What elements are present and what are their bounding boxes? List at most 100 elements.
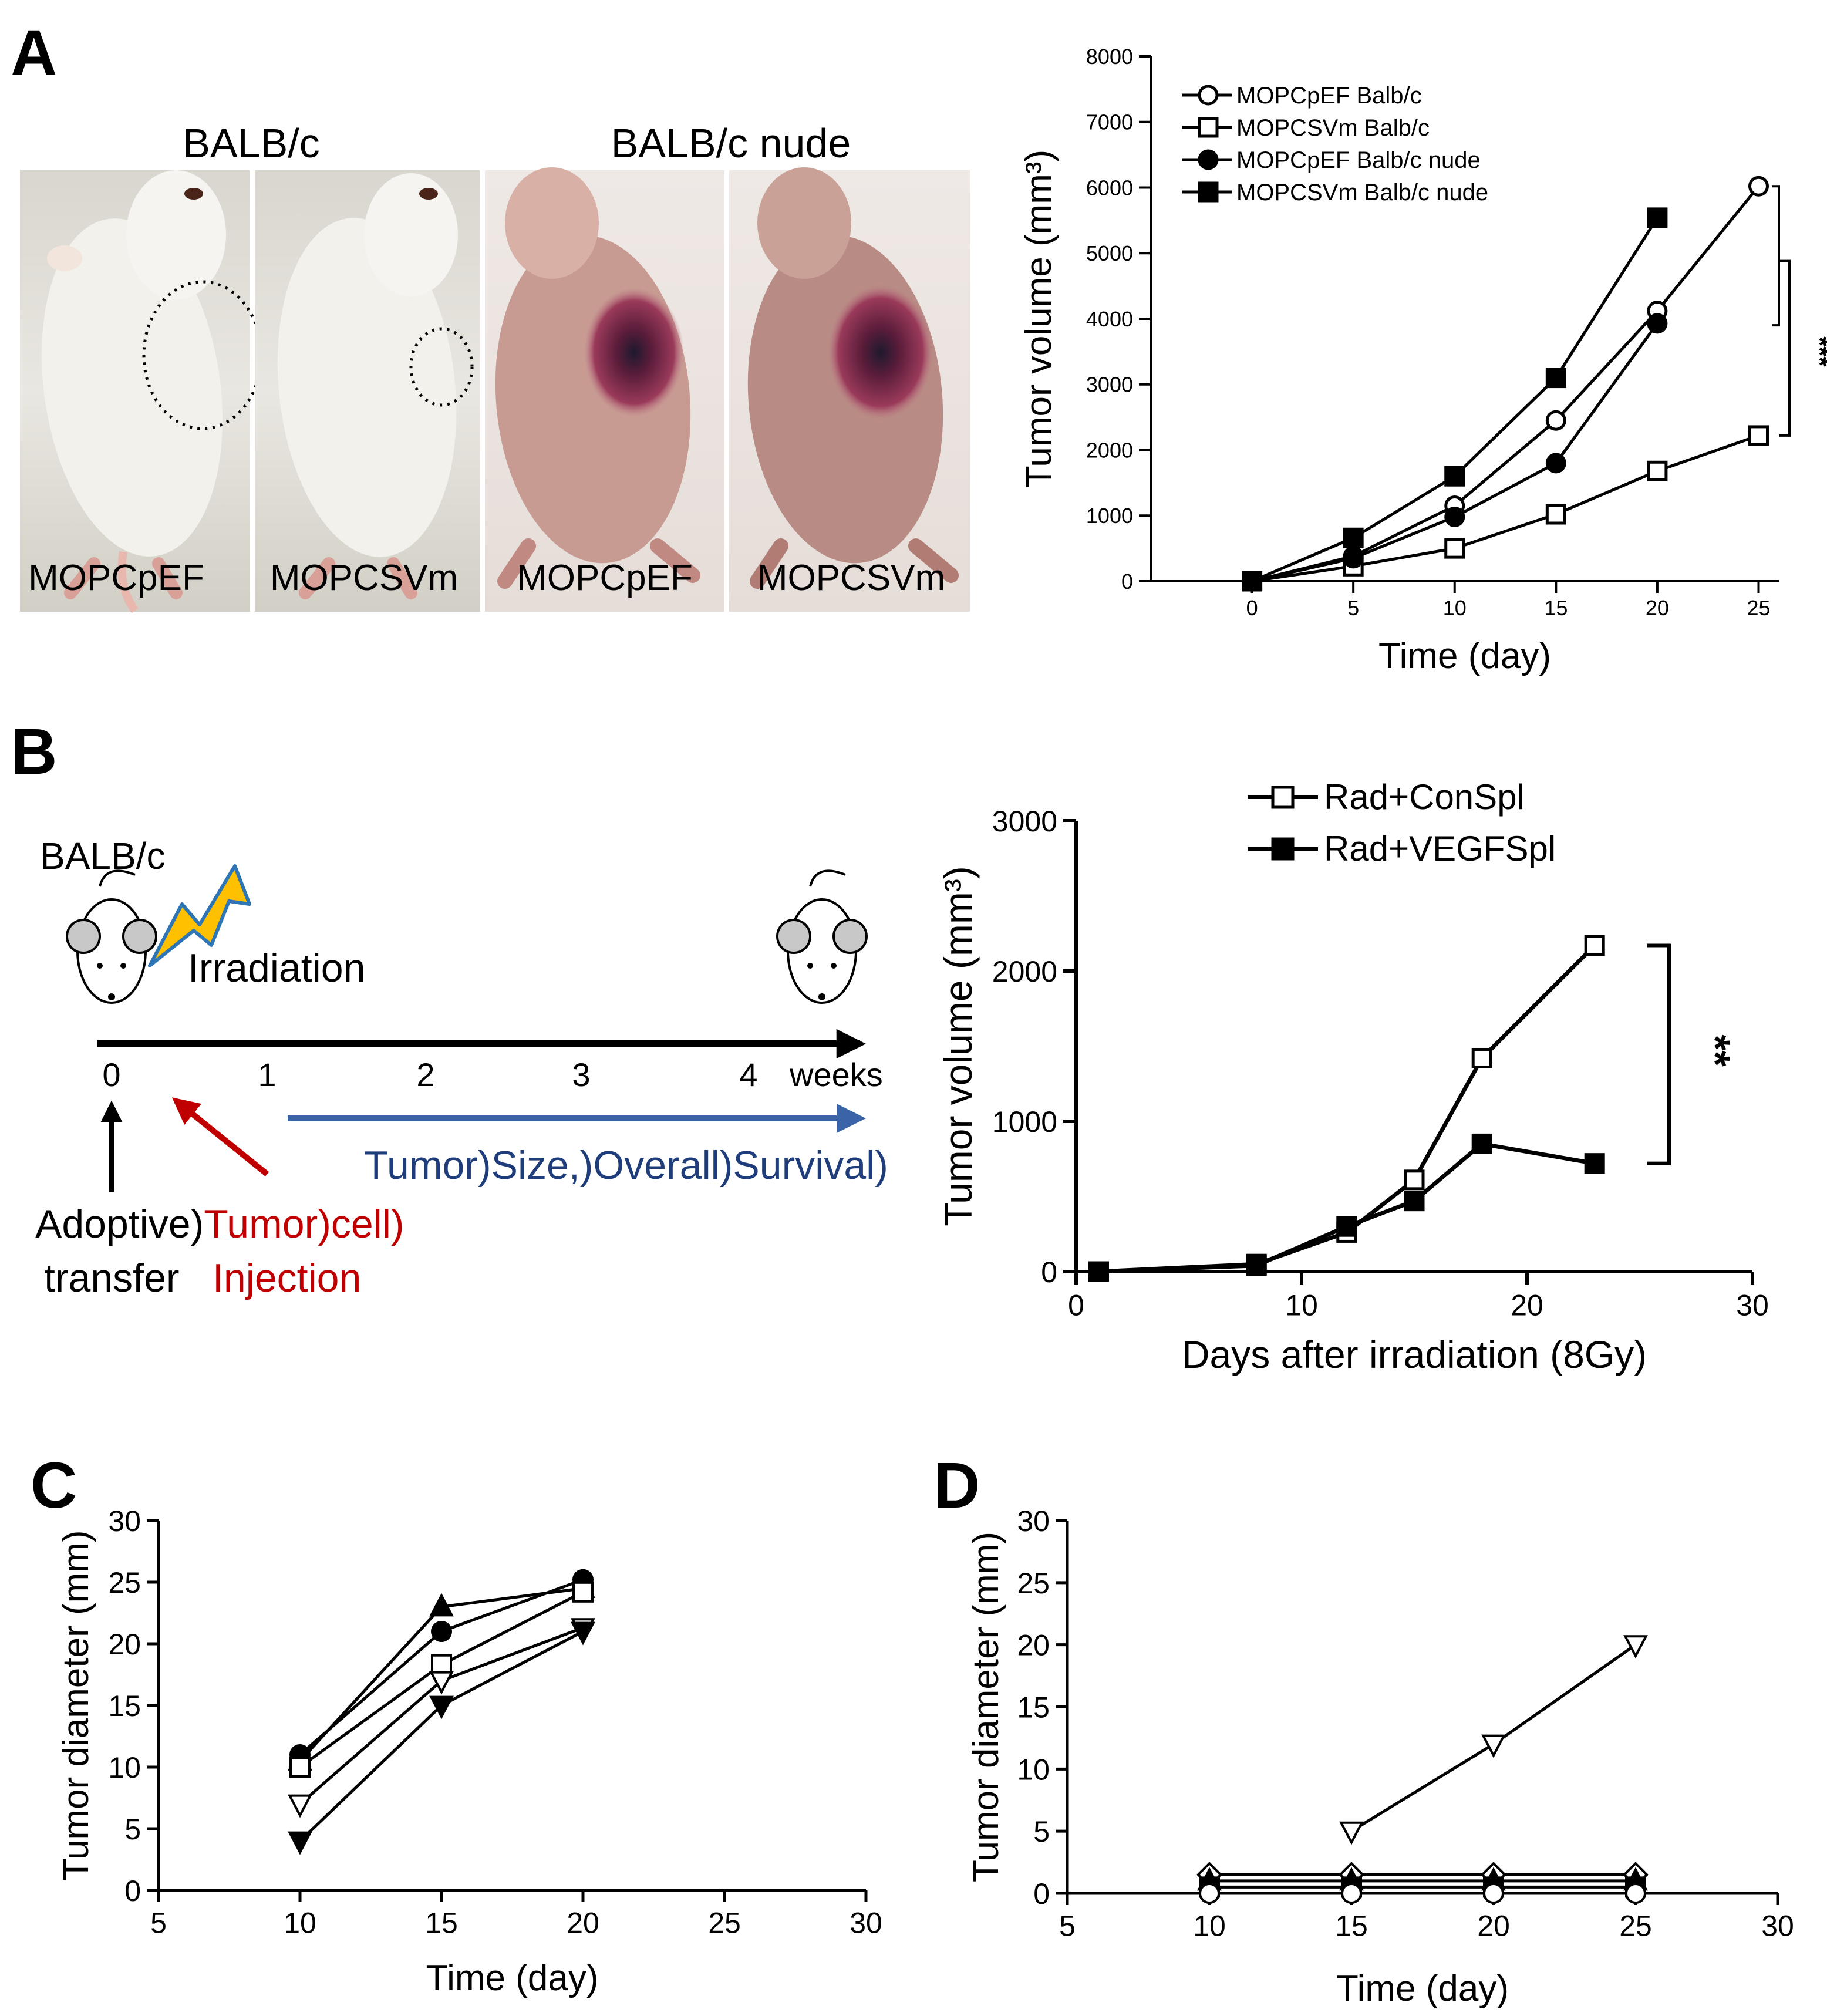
legend-label: Rad+ConSpl xyxy=(1324,777,1525,817)
data-point xyxy=(1584,935,1605,956)
series-5 xyxy=(1199,1883,1646,1904)
panel-label-d: D xyxy=(933,1449,980,1522)
injection-label-line2: Injection xyxy=(213,1256,361,1300)
photo-group-balbc-nude: BALB/c nude xyxy=(611,120,851,166)
y-axis-title: Tumor volume (mm³) xyxy=(1019,150,1059,488)
y-tick-label: 10 xyxy=(1017,1753,1050,1786)
legend-label: MOPCpEF Balb/c nude xyxy=(1236,147,1481,173)
data-point xyxy=(429,1593,454,1617)
data-point xyxy=(1341,1883,1362,1904)
data-point xyxy=(289,1757,311,1778)
legend-marker xyxy=(1198,181,1219,203)
x-axis-title: Days after irradiation (8Gy) xyxy=(1182,1333,1647,1376)
y-tick-label: 5 xyxy=(124,1813,141,1846)
data-point xyxy=(1481,1734,1506,1758)
x-tick-label: 0 xyxy=(1068,1289,1084,1322)
photo-label-3: MOPCpEF xyxy=(517,558,693,598)
timeline-unit: weeks xyxy=(789,1056,883,1093)
panel-label-c: C xyxy=(31,1449,77,1522)
data-point xyxy=(1625,1883,1646,1904)
series-2 xyxy=(1196,1862,1649,1888)
data-point xyxy=(1242,571,1263,592)
data-point xyxy=(571,1621,595,1646)
y-tick-label: 3000 xyxy=(992,805,1057,838)
data-point xyxy=(288,1794,312,1818)
series-line xyxy=(1251,185,1760,583)
legend-marker xyxy=(1198,85,1219,106)
data-point xyxy=(1584,1153,1605,1174)
y-tick-label: 0 xyxy=(1041,1256,1057,1289)
data-point xyxy=(1404,1191,1425,1212)
data-point xyxy=(1246,1255,1267,1276)
x-axis-title: Time (day) xyxy=(426,1958,599,1998)
x-tick-label: 25 xyxy=(1747,596,1770,620)
y-tick-label: 30 xyxy=(108,1505,141,1538)
y-tick-label: 1000 xyxy=(1086,504,1133,528)
y-tick-label: 5 xyxy=(1033,1815,1050,1848)
data-point xyxy=(1748,176,1769,197)
x-tick-label: 0 xyxy=(1246,596,1258,620)
data-point xyxy=(1343,548,1364,569)
photo-label-2: MOPCSVm xyxy=(270,558,458,598)
timeline-tick-4: 4 xyxy=(739,1056,757,1093)
adoptive-label-line1: Adoptive) xyxy=(35,1202,204,1246)
x-tick-label: 10 xyxy=(1285,1289,1318,1322)
x-tick-label: 25 xyxy=(708,1907,741,1940)
data-point xyxy=(1623,1635,1648,1659)
data-point xyxy=(429,1671,454,1695)
legend-label: MOPCpEF Balb/c xyxy=(1236,83,1422,109)
legend-item: Rad+VEGFSpl xyxy=(1248,829,1556,868)
data-point xyxy=(1647,460,1668,481)
y-axis-title: Tumor volume (mm³) xyxy=(936,866,980,1226)
legend-item: MOPCpEF Balb/c nude xyxy=(1182,147,1481,173)
y-tick-label: 0 xyxy=(124,1875,141,1907)
panel-label-a: A xyxy=(11,17,57,89)
legend-marker xyxy=(1271,786,1295,809)
series-4 xyxy=(1242,207,1668,592)
x-axis-title: Time (day) xyxy=(1336,1968,1509,2009)
timeline-tick-2: 2 xyxy=(416,1056,434,1093)
data-point xyxy=(1088,1261,1109,1282)
legend-item: MOPCSVm Balb/c xyxy=(1182,115,1430,141)
y-tick-label: 0 xyxy=(1033,1877,1050,1910)
data-point xyxy=(1545,368,1566,389)
significance-bracket xyxy=(1772,185,1780,327)
data-point xyxy=(1748,425,1769,446)
x-tick-label: 20 xyxy=(1511,1289,1543,1322)
data-point xyxy=(1339,1821,1364,1845)
data-point xyxy=(1647,207,1668,228)
x-tick-label: 25 xyxy=(1619,1910,1652,1943)
lightning-icon xyxy=(148,864,251,967)
legend-marker xyxy=(1198,149,1219,170)
data-point xyxy=(1404,1169,1425,1191)
x-tick-label: 20 xyxy=(1477,1910,1510,1943)
y-tick-label: 15 xyxy=(108,1690,141,1722)
legend-item: MOPCSVm Balb/c nude xyxy=(1182,180,1488,205)
y-axis-title: Tumor diameter (mm) xyxy=(966,1532,1006,1882)
y-tick-label: 6000 xyxy=(1086,176,1133,200)
legend-label: MOPCSVm Balb/c nude xyxy=(1236,180,1488,205)
data-point xyxy=(1343,527,1364,548)
photo-label-1: MOPCpEF xyxy=(28,558,204,598)
followup-label: Tumor)Size,)Overall)Survival) xyxy=(364,1143,888,1188)
x-tick-label: 15 xyxy=(1544,596,1568,620)
legend-label: MOPCSVm Balb/c xyxy=(1236,115,1430,141)
timeline-tick-0: 0 xyxy=(102,1056,120,1093)
timeline-tick-1: 1 xyxy=(258,1056,276,1093)
tumor-label-line1: Tumor)cell) xyxy=(204,1202,404,1246)
x-tick-label: 30 xyxy=(850,1907,882,1940)
significance-label: ** xyxy=(1693,1034,1738,1067)
y-tick-label: 3000 xyxy=(1086,373,1133,397)
y-axis-title: Tumor diameter (mm) xyxy=(56,1530,96,1880)
series-3 xyxy=(289,1581,594,1778)
data-point xyxy=(1545,453,1566,474)
significance-bracket xyxy=(1647,943,1671,1165)
y-tick-label: 4000 xyxy=(1086,307,1133,331)
legend-item: Rad+ConSpl xyxy=(1248,777,1525,817)
data-point xyxy=(1444,538,1465,559)
data-point xyxy=(1471,1133,1492,1154)
series-line xyxy=(1252,434,1759,583)
